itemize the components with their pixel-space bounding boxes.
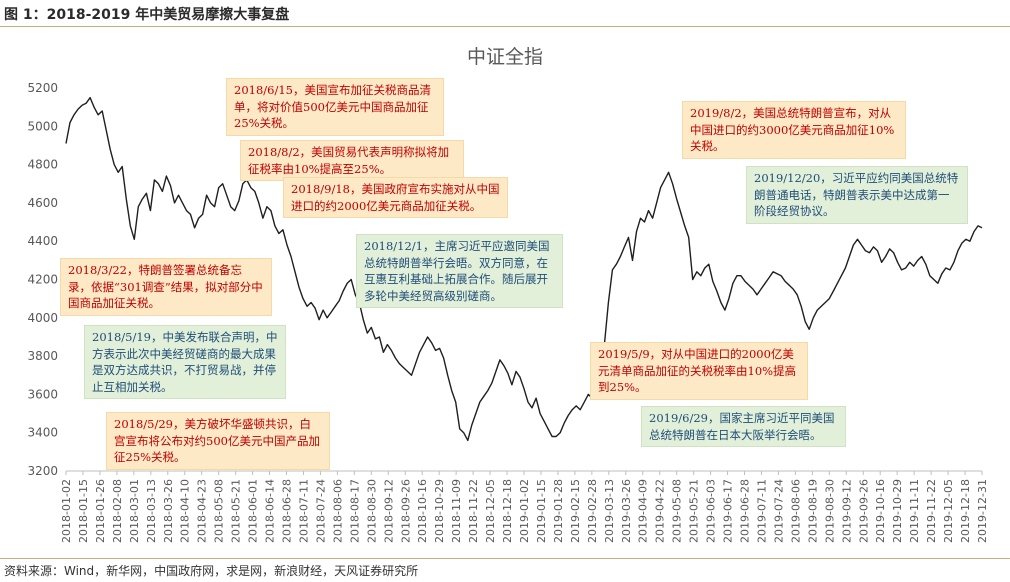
source-note: 资料来源：Wind，新华网，中国政府网，求是网，新浪财经，天风证券研究所 — [4, 564, 419, 578]
x-tick-label: 2019-02-15 — [569, 479, 582, 543]
x-tick-label: 2019-09-26 — [857, 479, 870, 543]
x-tick-label: 2019-08-06 — [789, 479, 802, 543]
x-tick-label: 2018-06-01 — [247, 479, 260, 543]
annotation-2018-03-22: 2018/3/22，特朗普签署总统备忘录，依据“301调查”结果，拟对部分中国商… — [60, 258, 272, 316]
x-tick-label: 2019-01-15 — [535, 479, 548, 543]
x-tick-label: 2019-05-21 — [688, 479, 701, 543]
y-tick-label: 4000 — [27, 311, 58, 325]
annotation-2018-12-01: 2018/12/1，主席习近平应邀同美国总统特朗普举行会晤。双方同意，在互惠互利… — [356, 234, 563, 308]
x-tick-label: 2019-06-17 — [722, 479, 735, 543]
x-tick-label: 2018-03-26 — [162, 479, 175, 543]
x-tick-label: 2018-11-09 — [450, 479, 463, 543]
y-tick-label: 4200 — [27, 273, 58, 287]
annotation-2019-12-20: 2019/12/20，习近平应约同美国总统特朗普通电话，特朗普表示美中达成第一阶… — [746, 166, 968, 224]
x-tick-label: 2019-03-13 — [603, 479, 616, 543]
line-chart: 3200 3400 3600 3800 4000 4200 4400 4600 4800 5000… — [27, 81, 989, 543]
x-tick-label: 2018-09-26 — [399, 479, 412, 543]
annotation-2019-05-09: 2019/5/9，对从中国进口的2000亿美元清单商品加征的关税税率由10%提高… — [590, 342, 808, 400]
x-tick-label: 2018-05-08 — [213, 479, 226, 543]
x-tick-label: 2018-03-01 — [128, 479, 141, 543]
x-tick-label: 2019-10-29 — [891, 479, 904, 543]
annotation-2018-05-19: 2018/5/19，中美发布联合声明，中方表示此次中美经贸磋商的最大成果是双方达… — [84, 325, 286, 399]
y-tick-label: 4600 — [27, 196, 58, 210]
x-tick-label: 2018-03-13 — [145, 479, 158, 543]
annotation-2018-08-02: 2018/8/2，美国贸易代表声明称拟将加征税率由10%提高至25%。 — [240, 140, 464, 181]
x-tick-label: 2019-05-08 — [671, 479, 684, 543]
x-tick-label: 2018-07-24 — [314, 479, 327, 543]
x-tick-label: 2018-04-10 — [179, 479, 192, 543]
y-tick-label: 3600 — [27, 387, 58, 401]
y-axis: 3200 3400 3600 3800 4000 4200 4400 4600 4800 5000… — [27, 81, 58, 478]
x-tick-label: 2018-12-18 — [501, 479, 514, 543]
x-tick-label: 2018-02-08 — [111, 479, 124, 543]
annotation-2019-08-02: 2019/8/2，美国总统特朗普宣布，对从中国进口的约3000亿美元商品加征10… — [682, 101, 906, 159]
y-tick-label: 5000 — [27, 119, 58, 133]
y-tick-label: 4400 — [27, 234, 58, 248]
x-tick-label: 2019-08-30 — [823, 479, 836, 543]
x-tick-label: 2019-02-28 — [586, 479, 599, 543]
y-tick-label: 5200 — [27, 81, 58, 95]
x-tick-label: 2019-01-02 — [518, 479, 531, 543]
x-tick-label: 2018-04-23 — [196, 479, 209, 543]
x-tick-label: 2019-08-19 — [806, 479, 819, 543]
x-tick-label: 2018-01-15 — [77, 479, 90, 543]
x-tick-label: 2018-12-05 — [484, 479, 497, 543]
x-tick-label: 2019-11-11 — [908, 479, 921, 543]
caption-divider — [0, 26, 1010, 27]
y-tick-label: 3400 — [27, 426, 58, 440]
x-tick-label: 2018-05-21 — [230, 479, 243, 543]
x-tick-label: 2019-01-28 — [552, 479, 565, 543]
annotation-2018-05-29: 2018/5/29，美方破坏华盛顿共识，白宫宣布将公布对约500亿美元中国产品加… — [106, 412, 330, 470]
x-tick-label: 2019-04-09 — [637, 479, 650, 543]
series-line-csi-all-share — [65, 96, 983, 442]
x-tick-label: 2018-06-14 — [264, 479, 277, 543]
annotation-2019-06-29: 2019/6/29，国家主席习近平同美国总统特朗普在日本大阪举行会晤。 — [641, 406, 846, 447]
x-tick-label: 2019-12-18 — [959, 479, 972, 543]
annotation-2018-09-18: 2018/9/18，美国政府宣布实施对从中国进口的约2000亿美元商品加征关税。 — [283, 177, 508, 218]
x-tick-label: 2019-10-16 — [874, 479, 887, 543]
x-tick-label: 2019-07-24 — [772, 479, 785, 543]
x-tick-label: 2019-04-22 — [654, 479, 667, 543]
x-tick-label: 2019-09-12 — [840, 479, 853, 543]
x-tick-label: 2019-07-11 — [755, 479, 768, 543]
x-tick-label: 2018-08-17 — [348, 479, 361, 543]
x-tick-label: 2019-11-22 — [925, 479, 938, 543]
x-tick-label: 2018-09-12 — [382, 479, 395, 543]
x-tick-label: 2018-08-30 — [365, 479, 378, 543]
x-tick-label: 2018-08-06 — [331, 479, 344, 543]
x-tick-label: 2019-12-31 — [976, 479, 989, 543]
y-tick-label: 3800 — [27, 349, 58, 363]
x-tick-label: 2018-11-22 — [467, 479, 480, 543]
x-tick-label: 2018-10-16 — [416, 479, 429, 543]
y-tick-label: 3200 — [27, 464, 58, 478]
annotation-2018-06-15: 2018/6/15，美国宣布加征关税商品清单，将对价值500亿美元中国商品加征2… — [226, 78, 444, 136]
x-axis: 2018-01-02 2018-01-15 2018-01-26 2018-02-08… — [60, 470, 989, 543]
x-tick-label: 2019-06-28 — [739, 479, 752, 543]
chart-title: 中证全指 — [466, 46, 543, 68]
x-tick-label: 2019-03-26 — [620, 479, 633, 543]
x-tick-label: 2019-06-03 — [705, 479, 718, 543]
x-tick-label: 2019-12-05 — [942, 479, 955, 543]
source-divider — [0, 558, 1010, 559]
x-tick-label: 2018-01-26 — [94, 479, 107, 543]
figure-caption: 图 1：2018-2019 年中美贸易摩擦大事复盘 — [4, 7, 290, 23]
y-tick-label: 4800 — [27, 158, 58, 172]
x-tick-label: 2018-01-02 — [60, 479, 73, 543]
x-tick-label: 2018-06-28 — [281, 479, 294, 543]
x-tick-label: 2018-07-11 — [297, 479, 310, 543]
x-tick-label: 2018-10-29 — [433, 479, 446, 543]
